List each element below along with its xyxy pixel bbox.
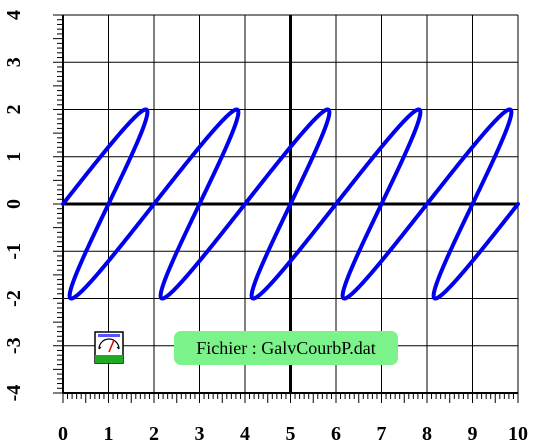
x-tick-label: 3: [195, 423, 205, 445]
y-tick-label: -3: [3, 337, 25, 354]
series-curve: [61, 107, 520, 301]
y-tick-labels: -4 -3 -2 -1 0 1 2 3 4: [3, 10, 25, 401]
y-tick-label: 4: [3, 10, 25, 20]
x-tick-label: 4: [240, 423, 250, 445]
y-tick-label: 3: [3, 57, 25, 67]
galvanometer-icon: [94, 331, 124, 364]
y-tick-label: 0: [3, 199, 25, 209]
x-tick-label: 8: [422, 423, 432, 445]
y-tick-label: -2: [3, 290, 25, 307]
y-tick-label: -4: [3, 385, 25, 402]
y-tick-label: 2: [3, 105, 25, 115]
x-tick-label: 2: [149, 423, 159, 445]
x-tick-label: 7: [377, 423, 387, 445]
y-tick-label: -1: [3, 243, 25, 260]
x-tick-label: 1: [104, 423, 114, 445]
x-tick-label: 0: [58, 423, 68, 445]
minor-ticks: [53, 14, 519, 403]
x-tick-label: 5: [286, 423, 296, 445]
x-tick-labels: 0 1 2 3 4 5 6 7 8 9 10: [58, 423, 528, 445]
x-tick-label: 6: [331, 423, 341, 445]
x-tick-label: 9: [468, 423, 478, 445]
file-name-label: Fichier : GalvCourbP.dat: [174, 331, 398, 365]
x-tick-label: 10: [508, 423, 528, 445]
y-tick-label: 1: [3, 152, 25, 162]
